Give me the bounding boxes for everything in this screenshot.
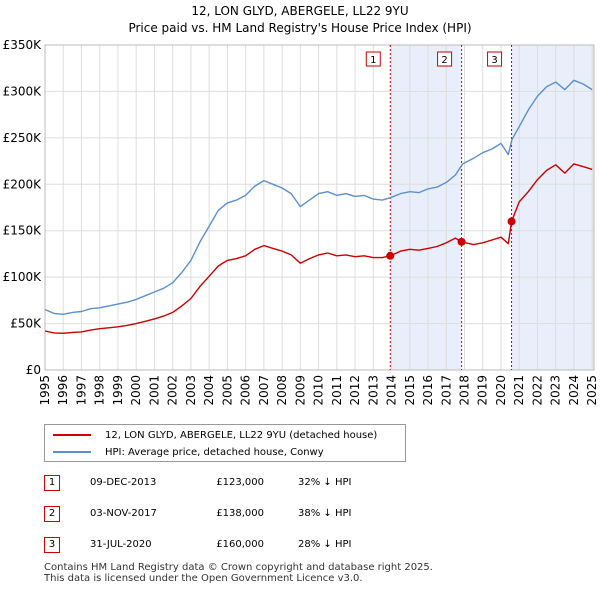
x-tick-label: 2000 <box>129 375 143 406</box>
sale-number-label: 2 <box>441 55 447 66</box>
transaction-hpi-diff: 38% ↓ HPI <box>298 508 352 519</box>
x-tick-label: 2021 <box>512 375 526 406</box>
legend: 12, LON GLYD, ABERGELE, LL22 9YU (detach… <box>44 424 406 462</box>
x-tick-label: 1997 <box>74 375 88 406</box>
transaction-number: 3 <box>44 537 60 553</box>
legend-hpi-label: HPI: Average price, detached house, Conw… <box>105 446 324 458</box>
sale-point <box>457 237 466 246</box>
transaction-date: 03-NOV-2017 <box>90 508 157 519</box>
sale-point <box>507 217 516 226</box>
x-tick-label: 2022 <box>530 375 544 406</box>
x-tick-label: 2018 <box>458 375 472 406</box>
x-tick-label: 2006 <box>239 375 253 406</box>
x-tick-label: 2007 <box>257 375 271 406</box>
legend-property-label: 12, LON GLYD, ABERGELE, LL22 9YU (detach… <box>105 429 378 441</box>
legend-hpi-swatch <box>53 451 91 453</box>
transaction-number: 2 <box>44 506 60 522</box>
x-tick-label: 2009 <box>293 375 307 406</box>
y-tick-label: £200K <box>3 177 43 191</box>
x-tick-label: 2004 <box>202 375 216 406</box>
transaction-date: 31-JUL-2020 <box>90 539 152 550</box>
sale-number-box <box>365 51 381 67</box>
x-tick-label: 2008 <box>275 375 289 406</box>
x-tick-label: 2025 <box>585 375 599 406</box>
footer-licence: This data is licensed under the Open Gov… <box>44 573 363 584</box>
y-tick-label: £0 <box>26 363 41 377</box>
x-tick-label: 2001 <box>147 375 161 406</box>
x-tick-label: 2016 <box>421 375 435 406</box>
x-tick-label: 2011 <box>330 375 344 406</box>
footer-copyright: Contains HM Land Registry data © Crown c… <box>44 562 433 573</box>
transaction-number: 1 <box>44 475 60 491</box>
hpi-series-line <box>44 79 593 315</box>
transaction-price: £123,000 <box>216 477 264 488</box>
x-tick-label: 2014 <box>385 375 399 406</box>
legend-item-property: 12, LON GLYD, ABERGELE, LL22 9YU (detach… <box>53 428 377 442</box>
y-tick-label: £300K <box>3 84 43 98</box>
sale-point <box>386 251 395 260</box>
x-tick-label: 2013 <box>366 375 380 406</box>
x-tick-label: 2012 <box>348 375 362 406</box>
y-tick-label: £50K <box>10 317 42 331</box>
x-tick-label: 2003 <box>184 375 198 406</box>
property-series-line <box>44 163 593 334</box>
x-tick-label: 2024 <box>567 375 581 406</box>
x-tick-label: 2019 <box>476 375 490 406</box>
x-tick-label: 2010 <box>312 375 326 406</box>
x-tick-label: 1999 <box>111 375 125 406</box>
chart-title-address: 12, LON GLYD, ABERGELE, LL22 9YU <box>191 4 409 18</box>
x-tick-label: 1996 <box>56 375 70 406</box>
x-tick-label: 2002 <box>166 375 180 406</box>
x-tick-label: 2017 <box>439 375 453 406</box>
x-tick-label: 2005 <box>220 375 234 406</box>
transaction-date: 09-DEC-2013 <box>90 477 157 488</box>
x-tick-label: 2015 <box>403 375 417 406</box>
price-chart: 1 2 3 £0 £50K £100K £150K £200K £250K £300K £350K 1… <box>3 38 600 406</box>
transaction-price: £160,000 <box>216 539 264 550</box>
x-tick-label: 1998 <box>93 375 107 406</box>
sale-number-box <box>487 51 503 67</box>
y-tick-label: £350K <box>3 38 43 52</box>
sale-number-label: 1 <box>370 55 376 66</box>
y-tick-label: £100K <box>3 270 43 284</box>
x-tick-label: 1995 <box>38 375 52 406</box>
chart-subtitle: Price paid vs. HM Land Registry's House … <box>128 21 472 35</box>
transaction-hpi-diff: 28% ↓ HPI <box>298 539 352 550</box>
legend-property-swatch <box>53 434 91 436</box>
y-tick-label: £250K <box>3 131 43 145</box>
sale-number-box <box>437 51 453 67</box>
transaction-hpi-diff: 32% ↓ HPI <box>298 477 352 488</box>
ownership-shade <box>511 45 594 370</box>
ownership-shade <box>390 45 462 370</box>
plot-frame <box>44 44 595 371</box>
legend-item-hpi: HPI: Average price, detached house, Conw… <box>53 445 324 459</box>
sale-number-label: 3 <box>491 55 497 66</box>
x-tick-label: 2023 <box>549 375 563 406</box>
x-tick-label: 2020 <box>494 375 508 406</box>
y-tick-label: £150K <box>3 224 43 238</box>
transaction-price: £138,000 <box>216 508 264 519</box>
